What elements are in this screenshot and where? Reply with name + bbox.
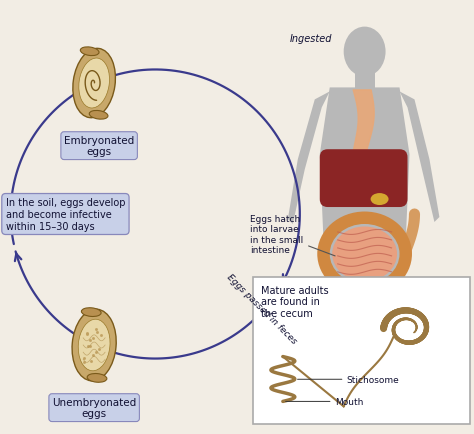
- Ellipse shape: [79, 59, 109, 109]
- Ellipse shape: [330, 224, 400, 284]
- Ellipse shape: [89, 111, 108, 120]
- Polygon shape: [288, 92, 330, 224]
- Ellipse shape: [344, 27, 385, 77]
- FancyBboxPatch shape: [253, 277, 470, 424]
- Ellipse shape: [332, 227, 397, 282]
- Text: Mouth: Mouth: [335, 397, 363, 406]
- FancyBboxPatch shape: [320, 150, 408, 207]
- Polygon shape: [320, 88, 410, 294]
- Text: Eggs passed in feces: Eggs passed in feces: [225, 273, 299, 345]
- Ellipse shape: [72, 309, 116, 381]
- Ellipse shape: [82, 308, 101, 317]
- Polygon shape: [400, 92, 439, 223]
- Ellipse shape: [317, 212, 412, 296]
- Text: Unembryonated
eggs: Unembryonated eggs: [52, 397, 136, 418]
- Text: Ingested: Ingested: [290, 33, 332, 43]
- Text: Eggs hatch
into larvae
in the small
intestine: Eggs hatch into larvae in the small inte…: [250, 214, 335, 256]
- Polygon shape: [318, 291, 347, 421]
- Text: Stichosome: Stichosome: [346, 375, 400, 384]
- Ellipse shape: [73, 49, 116, 118]
- Text: Mature adults
are found in
the cecum: Mature adults are found in the cecum: [261, 285, 328, 318]
- FancyBboxPatch shape: [355, 73, 374, 91]
- Text: Embryonated
eggs: Embryonated eggs: [64, 135, 134, 157]
- Polygon shape: [347, 291, 394, 421]
- Ellipse shape: [80, 48, 99, 56]
- Ellipse shape: [87, 374, 107, 382]
- Text: In the soil, eggs develop
and become infective
within 15–30 days: In the soil, eggs develop and become inf…: [6, 198, 125, 231]
- Ellipse shape: [78, 319, 110, 371]
- Ellipse shape: [371, 194, 389, 206]
